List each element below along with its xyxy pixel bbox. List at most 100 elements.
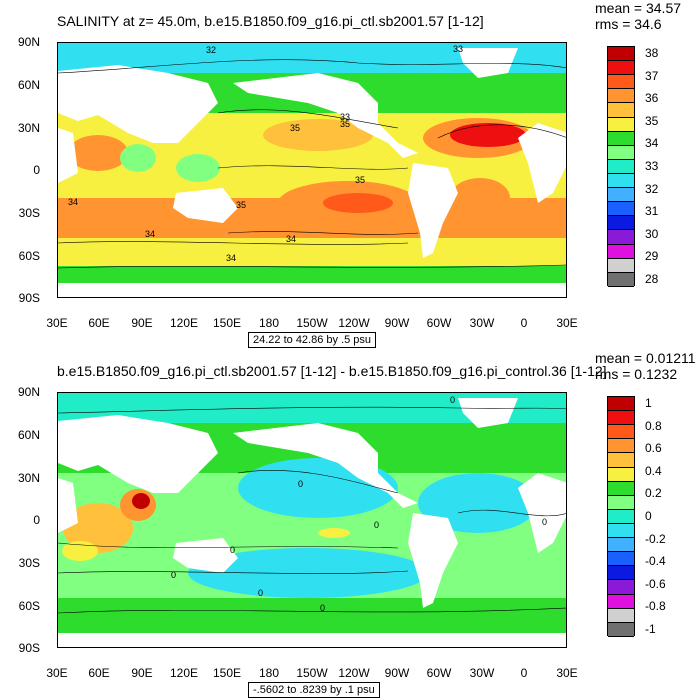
land-antarctica — [58, 283, 566, 297]
colorbar-tick-label: 31 — [645, 204, 659, 219]
colorbar-tick-label: 32 — [645, 181, 659, 196]
contour-lines — [58, 59, 566, 269]
colorbar-swatch — [608, 47, 634, 62]
lon-label: 150E — [212, 316, 242, 330]
colorbar-tick-label: 0 — [645, 509, 652, 523]
colorbar-tick-label: -1 — [645, 621, 656, 636]
contour-labels: 0 0 0 0 0 0 0 0 — [171, 395, 547, 613]
lon-label: 30E — [556, 666, 578, 680]
lon-label: 90E — [131, 666, 153, 680]
colorbar-swatch — [608, 75, 634, 90]
colorbar-swatch — [608, 523, 634, 539]
contour-range-label: -.5602 to .8239 by .1 psu — [248, 682, 380, 698]
land-north-america — [233, 73, 418, 158]
contour-label: 32 — [206, 45, 216, 55]
lon-label: 0 — [520, 666, 528, 680]
lon-label: 30W — [469, 316, 495, 330]
colorbar-swatch — [608, 230, 634, 245]
lat-label: 90S — [18, 291, 40, 305]
land-africa — [518, 123, 566, 203]
lat-label: 90N — [17, 385, 40, 399]
lat-label: 0 — [33, 513, 40, 527]
north-pacific-high — [263, 119, 373, 151]
lon-label: 90W — [384, 316, 410, 330]
lon-label: 180 — [258, 316, 280, 330]
colorbar-tick-label: -0.4 — [645, 554, 666, 569]
land-africa-west — [58, 478, 78, 533]
colorbar-swatch — [608, 145, 634, 160]
lat-label: 0 — [33, 163, 40, 177]
colorbar-tick-label: -0.6 — [645, 576, 666, 591]
contour-label: 33 — [340, 112, 350, 122]
contour-label: 0 — [542, 517, 547, 527]
colorbar — [607, 46, 635, 287]
lon-label: 90E — [131, 316, 153, 330]
lon-label: 0 — [520, 316, 528, 330]
contour-label: 35 — [290, 123, 300, 133]
contour-range-label: 24.22 to 42.86 by .5 psu — [248, 332, 377, 348]
salinity-map-panel: SALINITY at z= 45.0m, b.e15.B1850.f09_g1… — [17, 0, 681, 348]
land-eurasia — [58, 415, 218, 493]
south-pacific-fresh — [188, 548, 428, 598]
contour-label: 35 — [236, 200, 246, 210]
lon-label: 120W — [338, 666, 370, 680]
colorbar-tick-label: -0.2 — [645, 531, 666, 546]
colorbar-swatch — [608, 495, 634, 510]
rms-value: rms = 34.6 — [595, 16, 662, 32]
colorbar-swatch — [608, 188, 634, 203]
panel-title: SALINITY at z= 45.0m, b.e15.B1850.f09_g1… — [57, 13, 484, 29]
indian-ocean-salty — [63, 503, 133, 553]
land-australia — [173, 188, 238, 223]
land-antarctica — [58, 633, 566, 647]
contour-label: 0 — [450, 395, 455, 405]
difference-field: 0 0 0 0 0 0 0 0 — [58, 393, 566, 647]
land-australia — [173, 538, 238, 573]
lat-label: 60N — [17, 78, 40, 92]
colorbar-tick-label: 0.6 — [645, 441, 662, 456]
lon-label: 150W — [296, 316, 328, 330]
colorbar-tick-label: 34 — [645, 136, 659, 151]
land-africa-west — [58, 128, 78, 183]
colorbar-tick-label: 33 — [645, 159, 659, 173]
colorbar-tick-label: 28 — [645, 271, 659, 286]
contour-lines — [58, 406, 566, 614]
colorbar-swatch — [608, 580, 634, 595]
lon-label: 180 — [258, 666, 280, 680]
land-north-america — [233, 423, 418, 508]
colorbar-swatch — [608, 216, 634, 231]
lon-label: 120W — [338, 316, 370, 330]
lat-label: 60S — [18, 599, 40, 613]
colorbar-swatch — [608, 244, 634, 259]
contour-label: 35 — [355, 175, 365, 185]
colorbar-tick-label: -0.8 — [645, 599, 666, 614]
colorbar-swatch — [608, 173, 634, 189]
colorbar-tick-label: 1 — [645, 396, 652, 411]
salinity-field: 32 33 35 35 35 35 34 34 34 33 34 — [58, 43, 566, 297]
contour-label: 34 — [145, 229, 155, 239]
colorbar-swatch — [608, 439, 634, 454]
lat-label: 60S — [18, 249, 40, 263]
colorbar-swatch — [608, 411, 634, 426]
colorbar-swatch — [608, 481, 634, 496]
contour-label: 33 — [453, 44, 463, 54]
contour-label: 0 — [320, 603, 325, 613]
lon-label: 90W — [384, 666, 410, 680]
lon-label: 60E — [88, 316, 110, 330]
lon-label: 60W — [426, 666, 452, 680]
colorbar-swatch — [608, 608, 634, 623]
colorbar-swatch — [608, 509, 634, 524]
colorbar-swatch — [608, 258, 634, 273]
north-atlantic-core — [450, 123, 526, 147]
lon-label: 60W — [426, 316, 452, 330]
colorbar-swatch — [608, 103, 634, 118]
colorbar-tick-label: 29 — [645, 249, 659, 264]
southern-band — [58, 238, 566, 266]
land-south-america — [408, 513, 458, 608]
panel-title: b.e15.B1850.f09_g16.pi_ctl.sb2001.57 [1-… — [57, 363, 607, 379]
equatorial-pacific-salty — [318, 528, 350, 538]
lat-label: 30N — [17, 471, 40, 485]
colorbar-swatch — [608, 159, 634, 174]
land-south-america — [408, 163, 458, 258]
colorbar-tick-label: 38 — [645, 46, 659, 61]
contour-label: 34 — [226, 253, 236, 263]
